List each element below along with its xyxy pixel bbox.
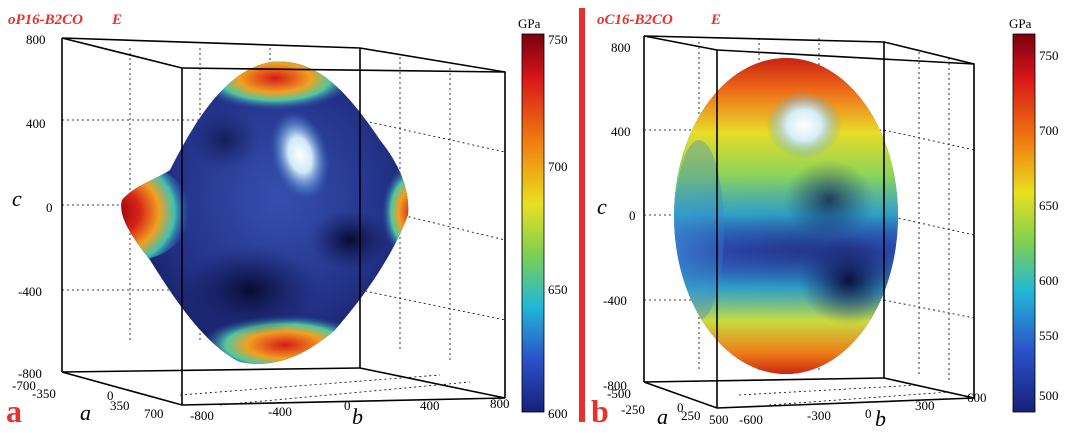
panel-b-box-back (643, 35, 975, 398)
panel-divider (579, 8, 585, 422)
panel-b-surface (674, 58, 898, 374)
panel-b-colorbar-tick: 700 (1039, 123, 1059, 138)
panel-b-b-axis-label: b (875, 406, 886, 428)
panel-a-b-tick: 0 (344, 398, 351, 413)
panel-a-box-front (61, 48, 506, 406)
panel-b-colorbar-tick: 600 (1039, 273, 1059, 288)
panel-a-b-tick: -800 (190, 408, 214, 423)
panel-a-c-tick: 0 (46, 200, 53, 215)
panel-b-b-tick: 300 (915, 398, 935, 413)
panel-b-colorbar-tick: 750 (1039, 48, 1059, 63)
panel-a-c-tick: -800 (18, 366, 42, 381)
panel-b-b-tick: -600 (739, 412, 763, 427)
panel-b-a-axis-label: a (657, 404, 668, 428)
panel-a-b-axis-label: b (352, 404, 363, 428)
panel-a-plot: oP16-B2CO E (6, 12, 568, 429)
panel-a-b-tick: -400 (268, 404, 292, 419)
panel-a-modulus-symbol: E (111, 12, 122, 28)
panel-a-b-tick: 800 (490, 396, 510, 411)
panel-a-colorbar-unit: GPa (518, 16, 541, 31)
panel-b-colorbar-unit: GPa (1009, 16, 1032, 31)
panel-b-plot: oC16-B2CO E (591, 12, 1059, 431)
panel-a-a-axis-label: a (80, 400, 91, 425)
panel-b-b-tick: 600 (967, 390, 987, 405)
panel-a-colorbar-tick: 650 (548, 282, 568, 297)
panel-b-b-tick: -300 (807, 408, 831, 423)
panel-a-box-back (61, 37, 506, 398)
panel-a-a-tick: 700 (144, 406, 164, 421)
panel-b-c-tick: -800 (603, 378, 627, 393)
panel-a-a-tick: 0 (107, 388, 114, 403)
panel-b-box-front (643, 42, 975, 409)
panel-a: oP16-B2CO E (6, 12, 568, 429)
panel-b: oC16-B2CO E (589, 0, 1067, 431)
panel-a-b-tick: 400 (420, 398, 440, 413)
panel-b-a-tick: -250 (621, 402, 645, 417)
panel-a-colorbar-tick: 600 (548, 406, 568, 421)
panel-a-a-tick: 350 (110, 398, 130, 413)
panel-b-c-tick: 800 (611, 40, 631, 55)
panel-a-colorbar-tick: 700 (548, 159, 568, 174)
panel-b-c-tick: 0 (629, 208, 636, 223)
panel-b-b-tick: 0 (865, 406, 872, 421)
panel-a-a-tick: -700 (12, 378, 36, 393)
panel-a-a-tick: -350 (32, 386, 56, 401)
panel-a-c-axis-label: c (12, 186, 22, 211)
panel-b-modulus-symbol: E (710, 12, 721, 28)
panel-b-label: b (591, 393, 609, 428)
panel-b-title: oC16-B2CO (597, 12, 673, 28)
panel-b-c-tick: -400 (603, 293, 627, 308)
panel-b-a-tick: -500 (607, 386, 631, 401)
panel-b-c-tick: 400 (611, 124, 631, 139)
panel-a-label: a (6, 393, 22, 428)
panel-b-colorbar-tick: 650 (1039, 198, 1059, 213)
panel-a-colorbar: GPa 750 700 650 600 (518, 16, 568, 421)
panel-b-a-tick: 0 (677, 400, 684, 415)
panel-b-c-axis-label: c (597, 194, 607, 219)
panel-b-colorbar-tick: 550 (1039, 328, 1059, 343)
panel-a-c-tick: 800 (26, 32, 46, 47)
panel-a-surface (121, 61, 409, 364)
panel-a-title: oP16-B2CO (8, 12, 83, 28)
panel-a-c-tick: -400 (18, 284, 42, 299)
panel-a-c-tick: 400 (26, 116, 46, 131)
panel-b-a-tick: 500 (709, 412, 729, 427)
panel-b-a-tick: 250 (681, 408, 701, 423)
panel-a-colorbar-tick: 750 (548, 32, 568, 47)
panel-b-colorbar-tick: 500 (1039, 388, 1059, 403)
panel-b-colorbar: GPa 750 700 650 600 550 500 (1009, 16, 1059, 413)
